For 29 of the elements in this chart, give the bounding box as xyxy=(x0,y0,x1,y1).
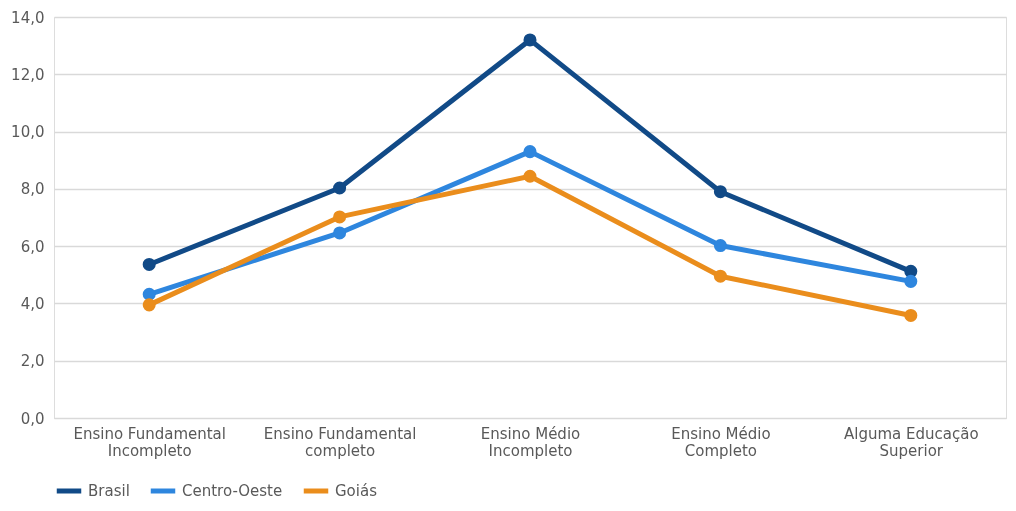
point xyxy=(713,239,727,253)
x-tick-label: Alguma Educação Superior xyxy=(844,424,979,460)
y-tick-label: 2,0 xyxy=(20,352,45,371)
legend-label: Goiás xyxy=(335,482,378,500)
legend-label: Brasil xyxy=(88,482,130,500)
point xyxy=(904,308,918,322)
y-tick-label: 4,0 xyxy=(20,294,45,313)
y-tick-label: 14,0 xyxy=(11,8,45,27)
y-tick-label: 0,0 xyxy=(20,409,45,428)
point xyxy=(523,169,537,183)
x-tick-label: Ensino Médio Incompleto xyxy=(480,424,581,460)
point xyxy=(333,181,347,195)
point xyxy=(142,257,156,271)
point xyxy=(142,298,156,312)
y-tick-label: 6,0 xyxy=(20,237,45,256)
point xyxy=(333,226,347,240)
y-tick-label: 10,0 xyxy=(11,123,45,142)
point xyxy=(523,145,537,159)
x-tick-label: Ensino Médio Completo xyxy=(671,424,771,460)
point xyxy=(713,185,727,199)
point xyxy=(523,33,537,47)
point xyxy=(333,210,347,224)
point xyxy=(904,274,918,288)
legend-label: Centro-Oeste xyxy=(182,482,283,500)
x-tick-label: Ensino Fundamental completo xyxy=(263,424,417,460)
y-tick-label: 8,0 xyxy=(20,180,45,199)
point xyxy=(713,269,727,283)
y-tick-label: 12,0 xyxy=(11,65,45,84)
x-tick-label: Ensino Fundamental Incompleto xyxy=(73,424,226,460)
